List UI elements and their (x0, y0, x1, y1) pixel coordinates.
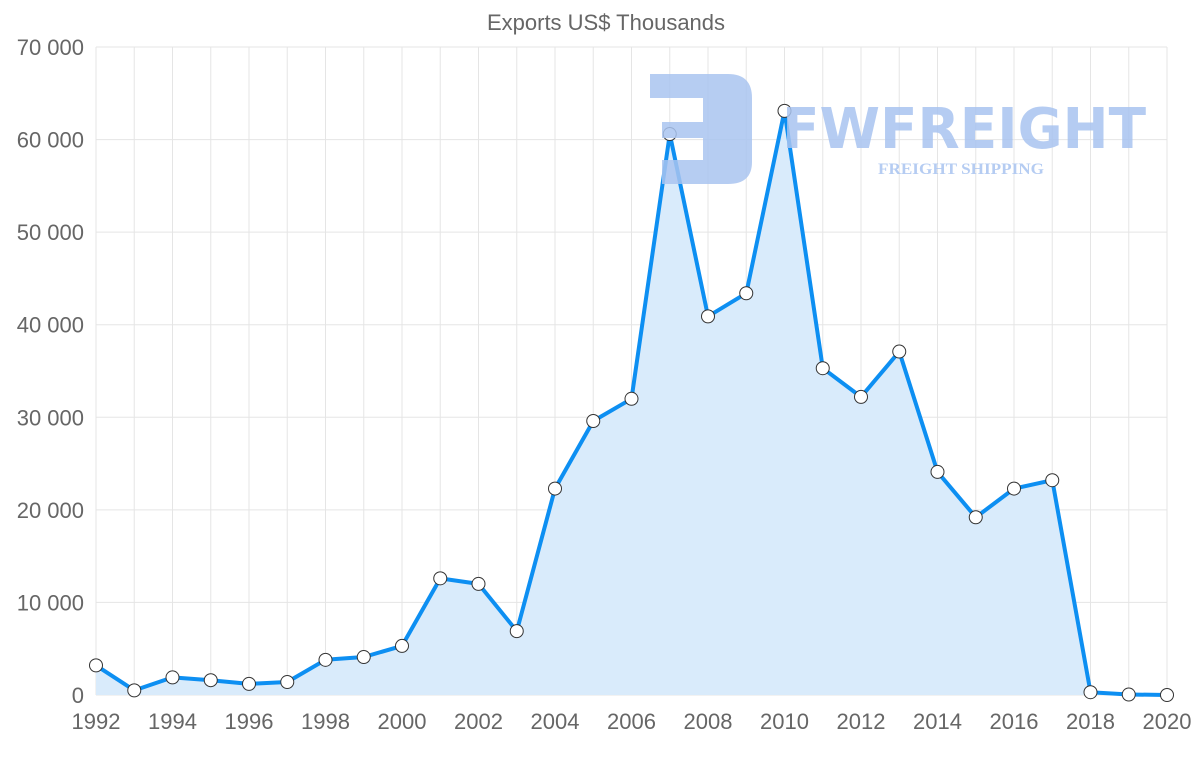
data-point-2020[interactable] (1160, 688, 1174, 702)
y-tick-label: 10 000 (17, 590, 84, 615)
x-tick-label: 2004 (531, 709, 580, 734)
x-tick-label: 2012 (837, 709, 886, 734)
data-point-2015[interactable] (968, 510, 983, 525)
data-point-2019[interactable] (1121, 687, 1136, 702)
x-tick-label: 2016 (990, 709, 1039, 734)
y-tick-label: 20 000 (17, 498, 84, 523)
data-point-2008[interactable] (701, 309, 715, 324)
data-point-2013[interactable] (892, 344, 907, 359)
watermark-logo: FWFREIGHT FREIGHT SHIPPING (650, 74, 1146, 184)
data-point-2000[interactable] (395, 638, 409, 653)
watermark-brand: FWFREIGHT (782, 97, 1146, 162)
x-tick-label: 2000 (378, 709, 427, 734)
y-tick-label: 70 000 (17, 35, 84, 60)
y-axis: 0 10 000 20 000 30 000 40 000 50 000 60 000 70 … (17, 35, 84, 708)
data-point-2011[interactable] (815, 361, 830, 376)
data-point-2012[interactable] (854, 389, 868, 404)
data-point-2002[interactable] (471, 576, 486, 591)
x-tick-label: 1992 (72, 709, 121, 734)
y-tick-label: 50 000 (17, 220, 84, 245)
data-points (89, 103, 1174, 702)
data-point-1999[interactable] (356, 650, 371, 665)
data-point-2010[interactable] (777, 103, 792, 118)
data-point-2016[interactable] (1007, 481, 1021, 496)
x-tick-label: 1996 (225, 709, 274, 734)
x-tick-label: 1998 (301, 709, 350, 734)
data-point-1995[interactable] (203, 673, 218, 688)
data-point-2014[interactable] (930, 464, 945, 479)
chart-title: Exports US$ Thousands (487, 10, 725, 35)
x-tick-label: 2018 (1066, 709, 1115, 734)
data-point-2001[interactable] (433, 571, 448, 586)
data-point-1997[interactable] (280, 675, 295, 690)
y-tick-label: 60 000 (17, 128, 84, 153)
data-point-2004[interactable] (548, 481, 562, 496)
x-tick-label: 2010 (760, 709, 809, 734)
data-point-2009[interactable] (739, 286, 754, 301)
x-tick-label: 2020 (1143, 709, 1192, 734)
y-tick-label: 0 (72, 683, 84, 708)
data-point-1993[interactable] (127, 683, 142, 698)
x-tick-label: 2006 (607, 709, 656, 734)
data-point-2003[interactable] (509, 624, 524, 639)
data-point-1992[interactable] (89, 658, 103, 673)
data-point-2018[interactable] (1083, 685, 1098, 700)
x-tick-label: 2014 (913, 709, 962, 734)
data-point-2006[interactable] (624, 391, 639, 406)
watermark-tagline: FREIGHT SHIPPING (878, 161, 1045, 178)
x-tick-label: 1994 (148, 709, 197, 734)
logo-mark-icon (650, 74, 752, 184)
data-point-2017[interactable] (1045, 473, 1060, 488)
x-tick-label: 2008 (684, 709, 733, 734)
y-tick-label: 30 000 (17, 405, 84, 430)
data-point-1996[interactable] (242, 676, 256, 691)
data-point-1998[interactable] (318, 652, 333, 667)
x-axis: 1992 1994 1996 1998 2000 2002 2004 2006 2008 2010… (72, 709, 1192, 734)
x-tick-label: 2002 (454, 709, 503, 734)
data-point-2005[interactable] (586, 413, 601, 428)
data-point-1994[interactable] (165, 670, 180, 685)
y-tick-label: 40 000 (17, 313, 84, 338)
